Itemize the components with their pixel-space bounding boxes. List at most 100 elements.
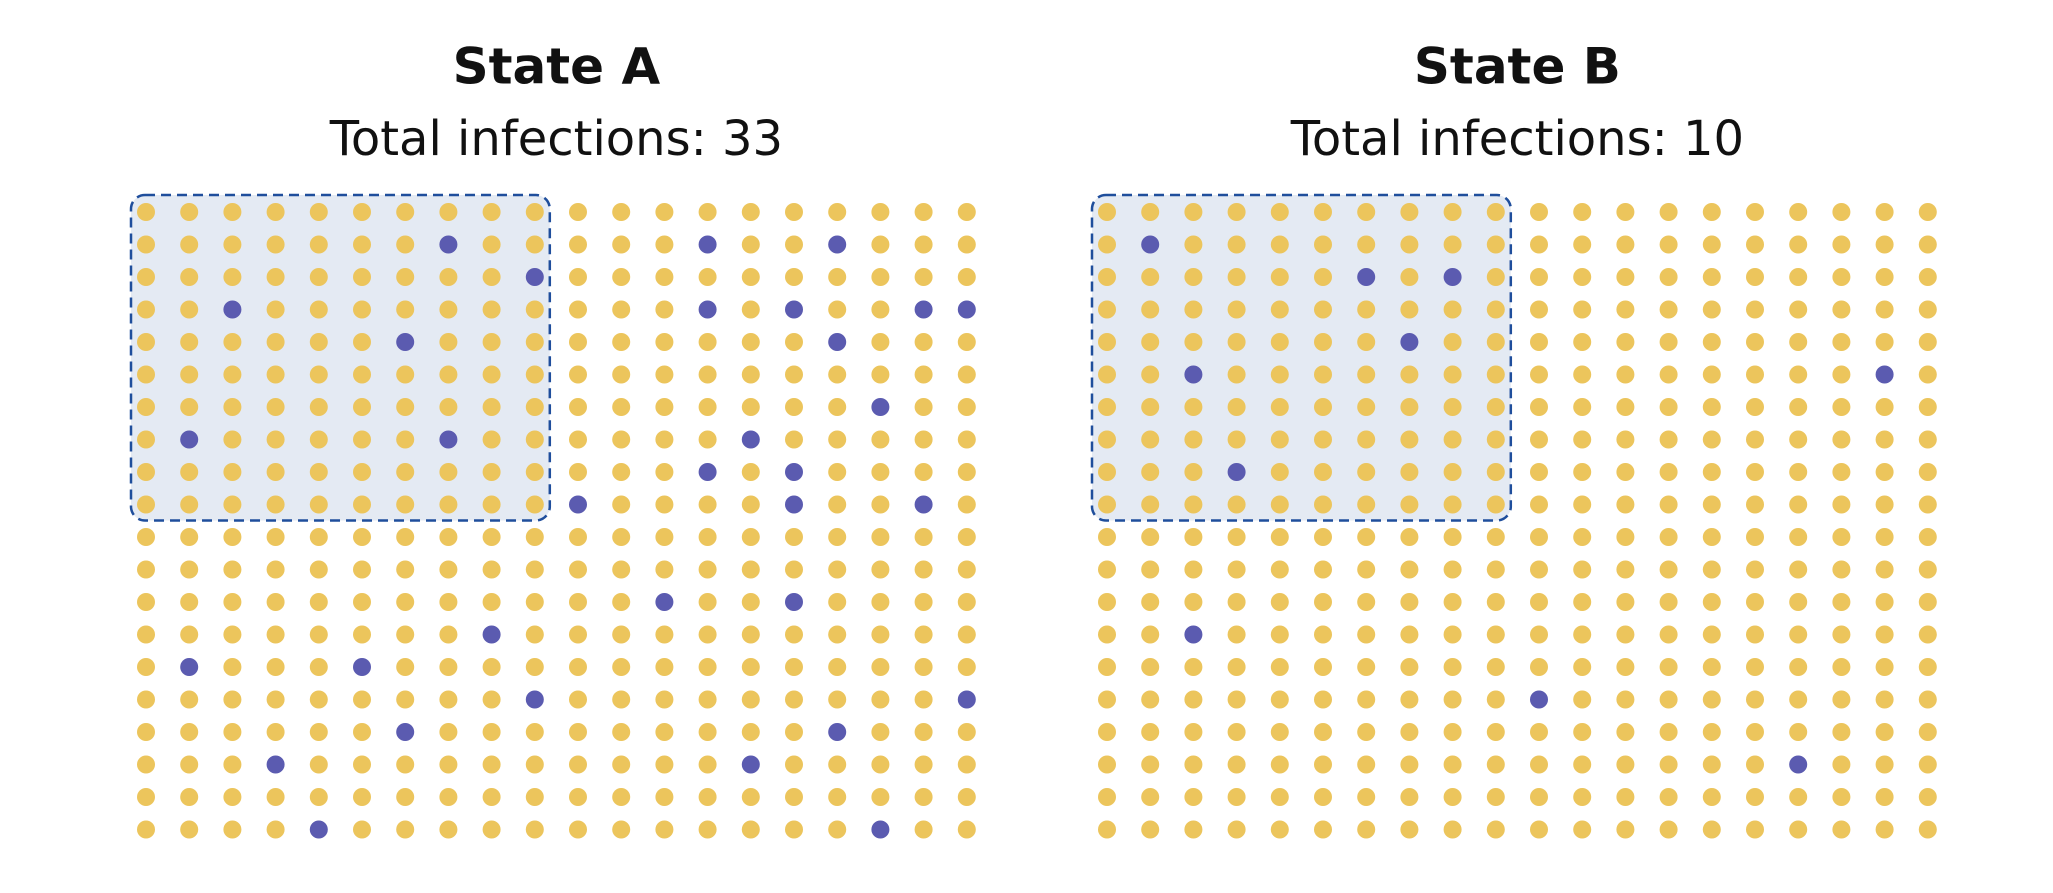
healthy-dot xyxy=(525,755,544,774)
healthy-dot xyxy=(1702,300,1721,319)
healthy-dot xyxy=(525,528,544,546)
healthy-dot xyxy=(1659,658,1678,676)
healthy-dot xyxy=(914,658,933,676)
healthy-dot xyxy=(1875,658,1894,676)
healthy-dot xyxy=(525,235,544,254)
infected-dot xyxy=(223,300,242,319)
healthy-dot xyxy=(741,495,760,514)
healthy-dot xyxy=(1098,690,1116,709)
healthy-dot xyxy=(1357,398,1376,416)
healthy-dot xyxy=(1702,203,1721,221)
healthy-dot xyxy=(1098,203,1116,221)
healthy-dot xyxy=(1486,300,1505,319)
infected-dot xyxy=(785,300,803,319)
healthy-dot xyxy=(1314,755,1332,774)
healthy-dot xyxy=(1659,788,1678,806)
healthy-dot xyxy=(396,755,415,774)
healthy-dot xyxy=(741,820,760,839)
healthy-dot xyxy=(1357,560,1376,579)
healthy-dot xyxy=(482,268,501,286)
healthy-dot xyxy=(957,430,976,449)
healthy-dot xyxy=(309,593,328,611)
healthy-dot xyxy=(1357,430,1376,449)
healthy-dot xyxy=(1486,235,1505,254)
healthy-dot xyxy=(569,723,587,741)
healthy-dot xyxy=(1486,528,1505,546)
healthy-dot xyxy=(741,658,760,676)
healthy-dot xyxy=(525,723,544,741)
healthy-dot xyxy=(1314,333,1332,351)
healthy-dot xyxy=(353,820,371,839)
healthy-dot xyxy=(1400,560,1419,579)
healthy-dot xyxy=(1357,300,1376,319)
healthy-dot xyxy=(914,560,933,579)
healthy-dot xyxy=(741,300,760,319)
healthy-dot xyxy=(957,593,976,611)
healthy-dot xyxy=(396,365,415,384)
healthy-dot xyxy=(1141,625,1160,644)
healthy-dot xyxy=(1314,625,1332,644)
healthy-dot xyxy=(871,300,890,319)
healthy-dot xyxy=(1659,820,1678,839)
healthy-dot xyxy=(1573,593,1592,611)
healthy-dot xyxy=(1486,690,1505,709)
healthy-dot xyxy=(1141,365,1160,384)
healthy-dot xyxy=(871,333,890,351)
healthy-dot xyxy=(396,658,415,676)
healthy-dot xyxy=(741,268,760,286)
healthy-dot xyxy=(871,203,890,221)
infected-dot xyxy=(1184,625,1203,644)
healthy-dot xyxy=(266,723,285,741)
healthy-dot xyxy=(612,788,631,806)
healthy-dot xyxy=(1573,820,1592,839)
healthy-dot xyxy=(1314,690,1332,709)
healthy-dot xyxy=(1746,528,1764,546)
healthy-dot xyxy=(396,398,415,416)
healthy-dot xyxy=(569,820,587,839)
healthy-dot xyxy=(482,235,501,254)
healthy-dot xyxy=(1918,365,1937,384)
healthy-dot xyxy=(1400,723,1419,741)
healthy-dot xyxy=(1573,625,1592,644)
healthy-dot xyxy=(1616,690,1635,709)
healthy-dot xyxy=(871,495,890,514)
healthy-dot xyxy=(223,528,242,546)
healthy-dot xyxy=(137,398,155,416)
healthy-dot xyxy=(482,398,501,416)
healthy-dot xyxy=(871,723,890,741)
healthy-dot xyxy=(309,430,328,449)
healthy-dot xyxy=(1357,203,1376,221)
healthy-dot xyxy=(1443,820,1462,839)
healthy-dot xyxy=(396,300,415,319)
healthy-dot xyxy=(698,528,717,546)
healthy-dot xyxy=(698,398,717,416)
healthy-dot xyxy=(223,365,242,384)
healthy-dot xyxy=(1443,625,1462,644)
healthy-dot xyxy=(1616,463,1635,481)
healthy-dot xyxy=(1227,690,1246,709)
healthy-dot xyxy=(1789,495,1808,514)
healthy-dot xyxy=(1573,203,1592,221)
healthy-dot xyxy=(1184,788,1203,806)
healthy-dot xyxy=(1875,235,1894,254)
healthy-dot xyxy=(396,560,415,579)
healthy-dot xyxy=(698,495,717,514)
healthy-dot xyxy=(741,463,760,481)
healthy-dot xyxy=(1918,300,1937,319)
healthy-dot xyxy=(1270,755,1289,774)
healthy-dot xyxy=(482,365,501,384)
healthy-dot xyxy=(1659,463,1678,481)
healthy-dot xyxy=(1184,430,1203,449)
healthy-dot xyxy=(1616,333,1635,351)
healthy-dot xyxy=(266,203,285,221)
healthy-dot xyxy=(353,495,371,514)
healthy-dot xyxy=(1530,430,1548,449)
infected-dot xyxy=(180,430,199,449)
healthy-dot xyxy=(1443,658,1462,676)
healthy-dot xyxy=(482,430,501,449)
healthy-dot xyxy=(1486,593,1505,611)
healthy-dot xyxy=(1659,333,1678,351)
healthy-dot xyxy=(1443,430,1462,449)
healthy-dot xyxy=(1573,430,1592,449)
healthy-dot xyxy=(1357,820,1376,839)
